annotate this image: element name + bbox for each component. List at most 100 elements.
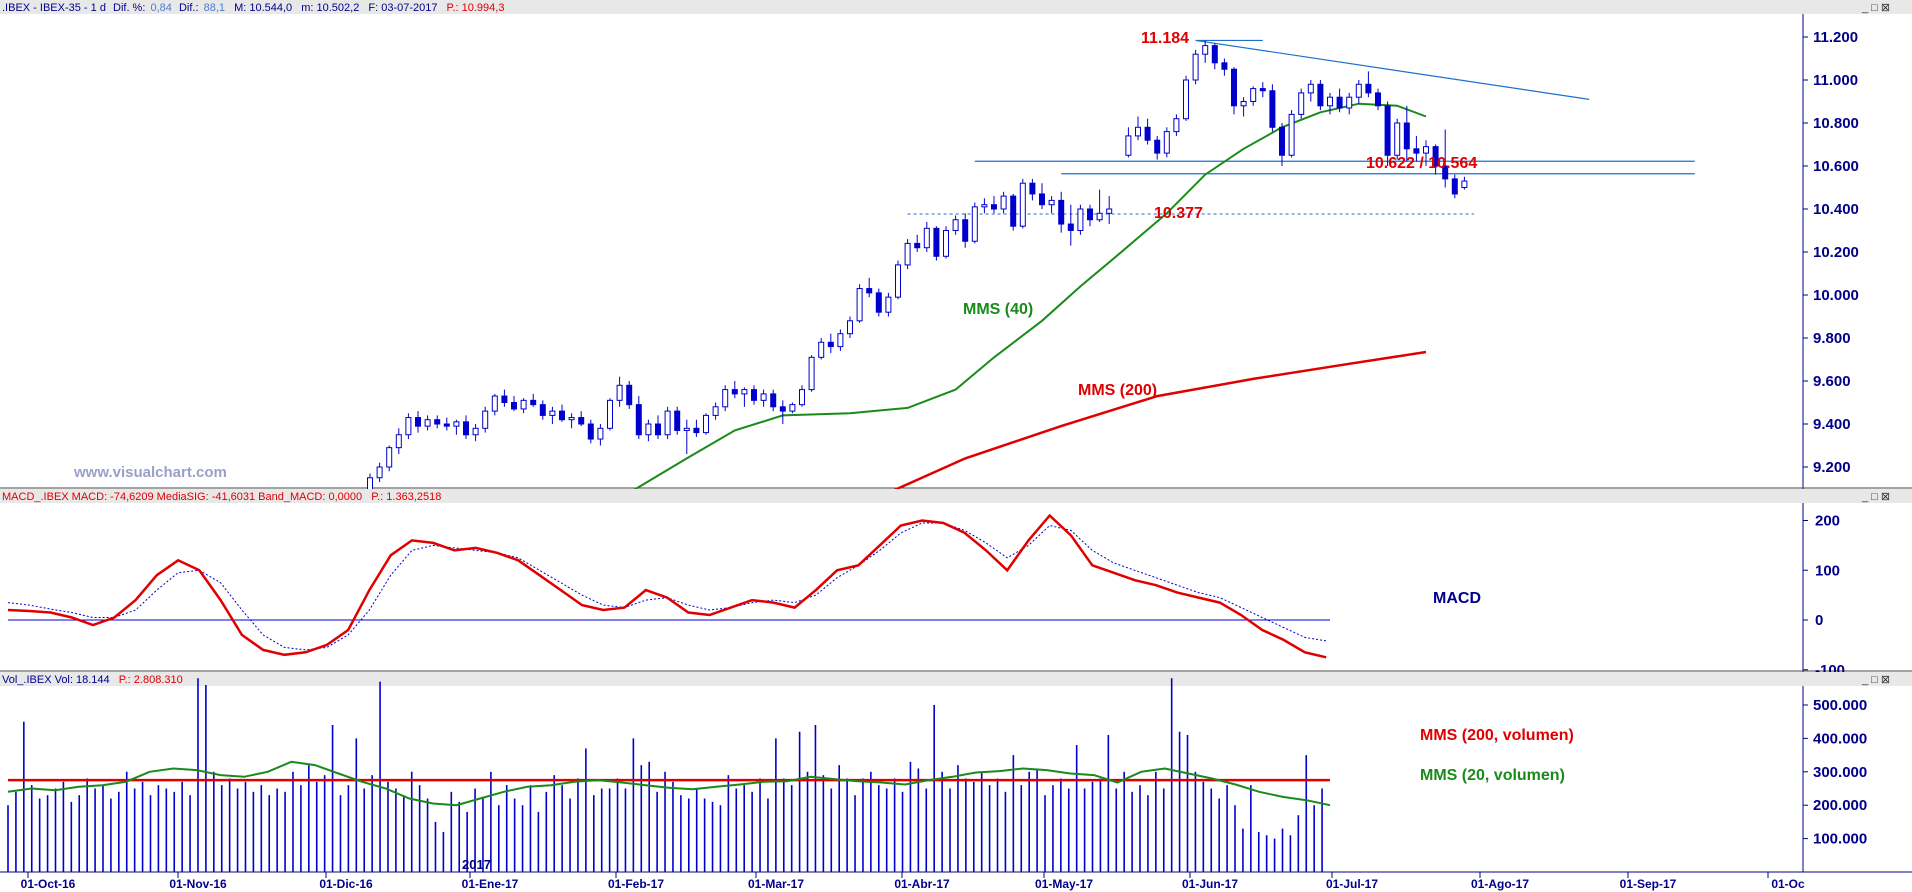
price-candles (367, 40, 1468, 493)
macd-window-controls[interactable]: _ □ ⊠ (1861, 491, 1890, 503)
candle-body (1298, 92, 1305, 115)
candle-body (875, 292, 882, 313)
candle-body (424, 419, 431, 427)
macd-header-price: P.: 1.363,2518 (371, 491, 441, 503)
candle-body (1346, 96, 1353, 109)
x-tick-label: 01-Jun-17 (1182, 877, 1238, 891)
downtrend-line (1195, 39, 1590, 100)
candle-body (443, 423, 450, 427)
candle-body (827, 341, 834, 348)
mma40-line (628, 102, 1427, 494)
price-tick-label: 10.800 (1813, 115, 1859, 132)
header-max: M: 10.544,0 (234, 2, 292, 14)
x-tick-label: 01-Nov-16 (169, 877, 227, 891)
candle-body (847, 320, 853, 335)
candle-body (731, 389, 738, 395)
candle-body (1096, 212, 1103, 221)
candle-body (1375, 92, 1381, 107)
x-tick-label: 01-Mar-17 (748, 877, 804, 891)
candle-body (904, 242, 911, 266)
price-tick-label: 9.400 (1813, 416, 1851, 433)
candle-body (1279, 126, 1285, 156)
header-dif-label: Dif.: (179, 2, 199, 14)
candle-body (1442, 165, 1449, 180)
mma200-line (878, 350, 1427, 499)
candle-body (491, 395, 498, 412)
candle-body (453, 421, 460, 427)
volume-tick-label: 500.000 (1813, 697, 1867, 714)
candle-body (1307, 83, 1314, 94)
candle-body (856, 288, 863, 322)
candle-body (1403, 122, 1410, 150)
header-dif-pct-label: Dif. %: (113, 2, 145, 14)
volume-tick-label: 400.000 (1813, 730, 1867, 747)
candle-body (722, 389, 729, 408)
candle-body (1029, 182, 1036, 195)
candle-body (1413, 148, 1420, 154)
candle-body (914, 242, 921, 249)
volume-mma200-label: MMS (200, volumen) (1420, 727, 1574, 744)
candle-body (799, 389, 805, 406)
x-tick-label: 01-Feb-17 (608, 877, 664, 891)
volume-mma20-label: MMS (20, volumen) (1420, 767, 1565, 784)
candle-body (1183, 79, 1189, 120)
candle-body (549, 410, 556, 416)
x-axis: 01-Oct-16 01-Nov-16 01-Dic-16 01-Ene-17 01-F… (21, 872, 1805, 891)
volume-tick-label: 100.000 (1813, 831, 1867, 848)
candle-body (1365, 83, 1372, 94)
candle-body (1355, 83, 1362, 98)
candle-body (703, 414, 709, 434)
price-window-controls[interactable]: _ □ ⊠ (1861, 2, 1890, 14)
candle-body (1461, 180, 1468, 189)
candle-body (415, 417, 421, 427)
candle-body (501, 395, 508, 403)
candle-body (971, 206, 978, 242)
candle-body (885, 296, 892, 313)
volume-header-text: Vol_.IBEX Vol: 18.144 P.: 2.808.310 (2, 674, 183, 686)
candle-body (1106, 208, 1113, 214)
candle-body (597, 427, 604, 440)
candle-body (434, 419, 441, 425)
candle-body (1211, 45, 1218, 64)
header-dif-pct: 0,84 (150, 2, 171, 14)
mma200-label: MMS (200) (1078, 382, 1157, 399)
candle-body (693, 427, 700, 434)
candle-body (1423, 146, 1429, 154)
candle-body (837, 333, 844, 348)
price-tick-label: 9.600 (1813, 373, 1851, 390)
x-tick-label: 01-Ago-17 (1471, 877, 1529, 891)
mma40-label: MMS (40) (963, 301, 1033, 318)
candle-body (635, 404, 642, 436)
volume-window-controls[interactable]: _ □ ⊠ (1861, 674, 1890, 686)
candle-body (616, 384, 623, 401)
year-label: 2017 (462, 857, 491, 872)
macd-label: MACD (1433, 590, 1481, 607)
header-price: P.: 10.994,3 (447, 2, 505, 14)
candle-body (1010, 195, 1017, 227)
candle-body (789, 404, 796, 412)
candle-body (539, 404, 546, 416)
candle-body (712, 406, 719, 416)
candle-body (664, 410, 671, 436)
candle-body (770, 393, 777, 408)
candle-body (1259, 88, 1266, 92)
candle-body (1192, 53, 1199, 81)
macd-header-bar (0, 489, 1912, 503)
candle-body (933, 227, 940, 257)
candle-body (779, 406, 786, 412)
candle-body (587, 423, 594, 440)
candle-body (808, 356, 815, 391)
candle-body (1125, 135, 1132, 156)
candle-body (1173, 118, 1180, 133)
candle-body (1327, 96, 1333, 107)
header-date: F: 03-07-2017 (368, 2, 437, 14)
candle-body (1144, 126, 1151, 141)
candle-body (1048, 199, 1055, 206)
candle-body (923, 227, 930, 249)
candle-body (367, 477, 373, 492)
candle-body (472, 427, 479, 436)
candle-body (530, 399, 537, 406)
volume-mma20-line (7, 760, 1331, 807)
candle-body (482, 410, 489, 429)
x-tick-label: 01-Sep-17 (1620, 877, 1677, 891)
